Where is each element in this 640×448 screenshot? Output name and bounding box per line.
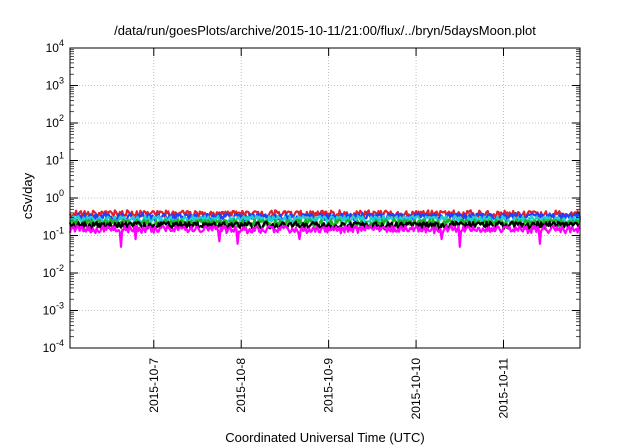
y-tick-label: 101: [46, 151, 64, 168]
series-line: [69, 214, 581, 225]
x-tick-label: 2015-10-7: [147, 358, 161, 413]
y-axis-label: cSv/day: [20, 172, 35, 219]
y-tick-label: 100: [46, 188, 64, 205]
ticks: [70, 47, 580, 349]
y-tick-label: 102: [46, 113, 64, 130]
x-axis-label: Coordinated Universal Time (UTC): [225, 430, 424, 445]
grid: [70, 48, 580, 348]
x-tick-label: 2015-10-9: [322, 358, 336, 413]
y-tick-label: 10-1: [43, 226, 64, 243]
y-tick-label: 104: [46, 38, 64, 55]
series-line: [68, 224, 581, 248]
y-tick-labels: 10-4 10-3 10-2 10-1 100 101 102 103 104: [43, 38, 64, 355]
x-tick-label: 2015-10-10: [409, 358, 423, 420]
y-tick-label: 10-4: [43, 338, 64, 355]
series-group: [68, 209, 582, 248]
y-tick-label: 10-3: [43, 301, 64, 318]
chart-title: /data/run/goesPlots/archive/2015-10-11/2…: [114, 23, 536, 38]
x-tick-label: 2015-10-11: [497, 358, 511, 419]
y-tick-label: 10-2: [43, 263, 64, 280]
y-tick-label: 103: [46, 76, 64, 93]
series-line: [68, 209, 582, 220]
x-tick-label: 2015-10-8: [234, 358, 248, 413]
x-tick-labels: 2015-10-7 2015-10-8 2015-10-9 2015-10-10 201…: [147, 358, 511, 420]
